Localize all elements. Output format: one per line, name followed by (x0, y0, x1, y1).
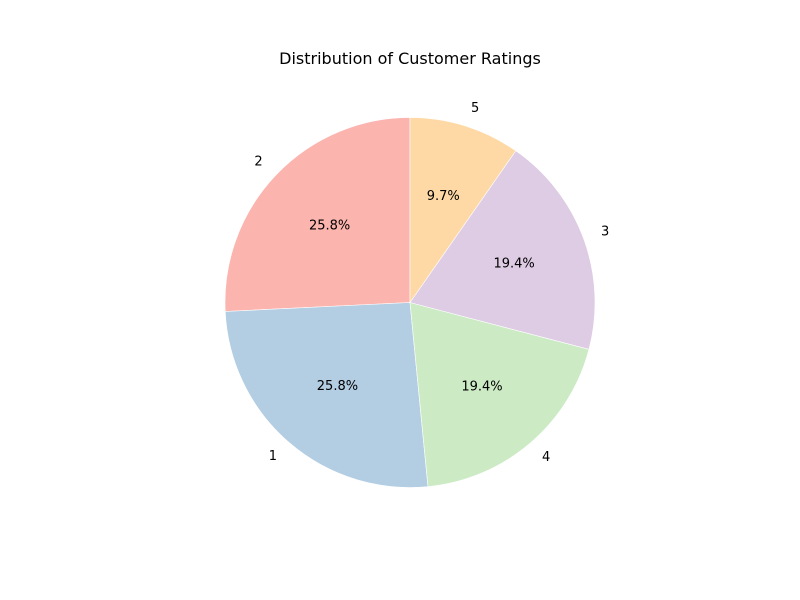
pie-labels: 25.8% 2 25.8% 1 19.4% 4 19.4% 3 9.7% 5 (254, 101, 609, 465)
slice-percent-label-2: 25.8% (309, 218, 350, 233)
slice-percent-label-3: 19.4% (493, 257, 534, 272)
slice-category-label-2: 2 (254, 155, 262, 170)
slice-percent-label-4: 19.4% (461, 379, 502, 394)
slice-category-label-1: 1 (269, 449, 277, 464)
slice-category-label-3: 3 (601, 225, 609, 240)
pie-slice-5 (409, 117, 517, 304)
slice-category-label-4: 4 (542, 450, 550, 465)
pie-slice-4 (409, 302, 590, 487)
pie-slice-3 (409, 150, 596, 350)
chart-title: Distribution of Customer Ratings (279, 49, 541, 68)
slice-percent-label-1: 25.8% (317, 379, 358, 394)
slice-percent-label-5: 9.7% (427, 189, 460, 204)
pie-slice-2 (224, 117, 411, 312)
pie-slices (224, 117, 596, 488)
slice-category-label-5: 5 (471, 101, 479, 116)
pie-slice-1 (224, 302, 429, 488)
